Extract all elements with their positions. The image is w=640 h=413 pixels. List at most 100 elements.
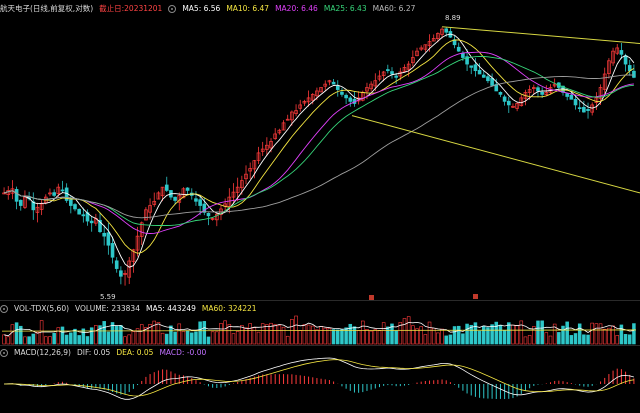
volume-bar <box>511 324 515 345</box>
volume-bar <box>210 331 215 345</box>
candle-body <box>302 101 307 104</box>
candle-body <box>386 69 390 72</box>
candle-body <box>623 55 628 65</box>
candle-body <box>444 28 449 33</box>
candle-body <box>69 199 73 206</box>
candle-body <box>486 76 490 82</box>
volume-bar <box>298 330 302 345</box>
candle-body <box>210 218 215 220</box>
volume-bar <box>536 320 540 345</box>
candle-body <box>527 89 532 93</box>
candle-body <box>310 94 315 101</box>
ma25-value: MA25: 6.43 <box>323 4 367 13</box>
candle-body <box>2 192 6 195</box>
volume-bar <box>198 321 202 345</box>
candle-body <box>431 38 436 42</box>
candle-body <box>406 63 411 70</box>
volume-value: VOLUME: 233834 <box>75 304 140 313</box>
candle-body <box>602 73 607 90</box>
volume-bar <box>540 320 544 345</box>
ma25-line <box>3 55 634 227</box>
candle-body <box>252 160 257 170</box>
candle-body <box>469 65 474 68</box>
stock-title: 航天电子(日线,前复权,对数) <box>0 4 94 13</box>
volume-bar <box>369 330 373 345</box>
volume-bar <box>465 323 469 345</box>
volume-bar <box>390 323 394 345</box>
candle-body <box>323 83 328 87</box>
volume-bar <box>2 334 6 345</box>
volume-bar <box>402 318 407 345</box>
settings-icon[interactable] <box>0 304 8 313</box>
volume-bar <box>256 331 261 345</box>
volume-bar <box>273 324 277 345</box>
volume-bar <box>623 334 628 345</box>
volume-bar <box>285 335 290 345</box>
dea-line <box>4 359 634 397</box>
volume-bar <box>14 322 19 345</box>
volume-bar <box>619 324 624 345</box>
candle-body <box>502 96 507 102</box>
volume-bar <box>277 325 282 345</box>
volume-bar <box>577 323 582 345</box>
volume-bar <box>548 335 553 345</box>
candle-body <box>415 50 419 57</box>
settings-icon[interactable] <box>0 348 8 357</box>
channel-lower-line <box>351 115 640 194</box>
candle-body <box>586 109 590 111</box>
volume-bar <box>202 321 207 345</box>
candle-body <box>335 85 340 90</box>
candle-body <box>31 201 36 211</box>
candle-body <box>14 189 19 202</box>
volume-bar <box>336 329 340 345</box>
candle-body <box>427 41 432 46</box>
event-marker[interactable] <box>473 294 478 299</box>
panel-divider <box>0 345 640 346</box>
volume-bar <box>502 330 507 345</box>
volume-bar <box>244 327 248 345</box>
candle-body <box>456 46 461 52</box>
volume-bar <box>106 331 111 345</box>
candle-body <box>156 192 161 200</box>
volume-bar <box>523 336 528 345</box>
volume-bar <box>102 321 106 345</box>
candle-body <box>244 173 248 180</box>
candle-body <box>202 203 207 213</box>
settings-icon[interactable] <box>168 4 177 13</box>
candle-body <box>319 87 323 93</box>
candle-body <box>619 50 624 55</box>
volume-bar <box>315 329 319 345</box>
volume-bar <box>56 327 61 345</box>
candle-body <box>598 87 603 99</box>
candle-body <box>615 47 620 54</box>
candle-body <box>498 92 503 95</box>
candle-body <box>611 50 615 64</box>
volume-bar <box>456 325 461 345</box>
volume-bar <box>265 324 269 345</box>
candle-body <box>198 199 202 206</box>
candle-body <box>240 180 244 189</box>
candle-body <box>423 44 428 50</box>
volume-bar <box>352 326 357 345</box>
candle-body <box>331 81 336 85</box>
candle-body <box>181 188 186 199</box>
volume-bars <box>2 315 636 345</box>
candle-body <box>194 198 198 202</box>
volume-bar <box>252 327 257 345</box>
volume-bar <box>119 325 123 345</box>
candle-body <box>60 189 65 192</box>
volume-ma-lines <box>1 321 637 337</box>
volume-bar <box>473 322 478 345</box>
volume-bar <box>394 330 398 345</box>
moving-average-lines <box>3 33 635 268</box>
volume-bar <box>373 329 378 345</box>
event-marker[interactable] <box>369 295 374 300</box>
candle-body <box>260 148 265 152</box>
volume-bar <box>319 326 323 345</box>
volume-bar <box>35 331 40 345</box>
candle-body <box>327 80 332 83</box>
volume-bar <box>194 331 198 345</box>
volume-bar <box>89 327 94 345</box>
volume-bar <box>419 326 423 345</box>
